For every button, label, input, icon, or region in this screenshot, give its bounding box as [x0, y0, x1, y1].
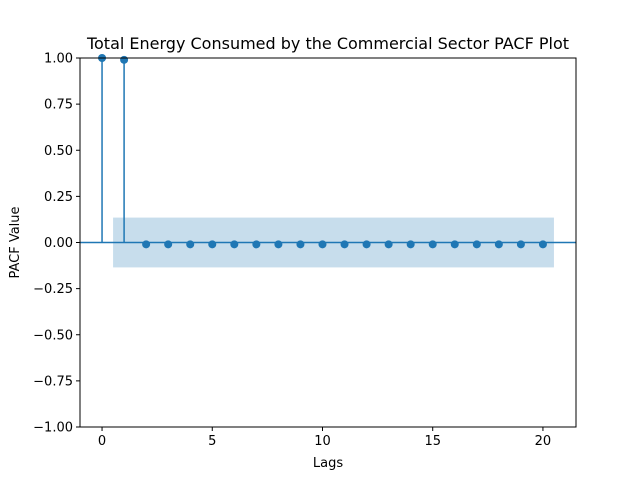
- pacf-point: [142, 240, 151, 249]
- y-tick-label: −0.75: [33, 374, 73, 389]
- x-tick-label: 20: [535, 434, 552, 449]
- chart-title: Total Energy Consumed by the Commercial …: [86, 34, 569, 53]
- y-tick-label: −1.00: [33, 421, 73, 436]
- pacf-point: [472, 240, 481, 249]
- pacf-point: [120, 55, 129, 64]
- y-tick-label: −0.25: [33, 282, 73, 297]
- pacf-point: [296, 240, 305, 249]
- x-tick-label: 0: [98, 434, 106, 449]
- y-axis-ticks: −1.00 −0.75 −0.50 −0.25 0.00 0.25 0.50 0.75 1.00: [33, 52, 80, 436]
- y-axis-label: PACF Value: [8, 206, 23, 278]
- pacf-point: [384, 240, 393, 249]
- pacf-point: [186, 240, 195, 249]
- pacf-point: [362, 240, 371, 249]
- pacf-point: [450, 240, 459, 249]
- pacf-point: [516, 240, 525, 249]
- pacf-point: [428, 240, 437, 249]
- pacf-point: [318, 240, 327, 249]
- y-tick-label: 0.75: [44, 98, 73, 113]
- pacf-point: [230, 240, 239, 249]
- y-tick-label: 0.25: [44, 190, 73, 205]
- pacf-point: [274, 240, 283, 249]
- marker-layer: [98, 54, 547, 249]
- stem-layer: [101, 58, 544, 245]
- pacf-point: [538, 240, 547, 249]
- pacf-point: [208, 240, 217, 249]
- pacf-point: [340, 240, 349, 249]
- y-tick-label: 1.00: [44, 52, 73, 67]
- pacf-point: [252, 240, 261, 249]
- pacf-point: [494, 240, 503, 249]
- x-tick-label: 10: [314, 434, 331, 449]
- x-tick-label: 5: [208, 434, 216, 449]
- y-tick-label: 0.50: [44, 144, 73, 159]
- x-axis-ticks: 0 5 10 15 20: [98, 427, 551, 449]
- x-axis-label: Lags: [313, 456, 343, 471]
- pacf-point: [406, 240, 415, 249]
- pacf-point: [164, 240, 173, 249]
- y-tick-label: 0.00: [44, 236, 73, 251]
- x-tick-label: 15: [424, 434, 441, 449]
- y-tick-label: −0.50: [33, 328, 73, 343]
